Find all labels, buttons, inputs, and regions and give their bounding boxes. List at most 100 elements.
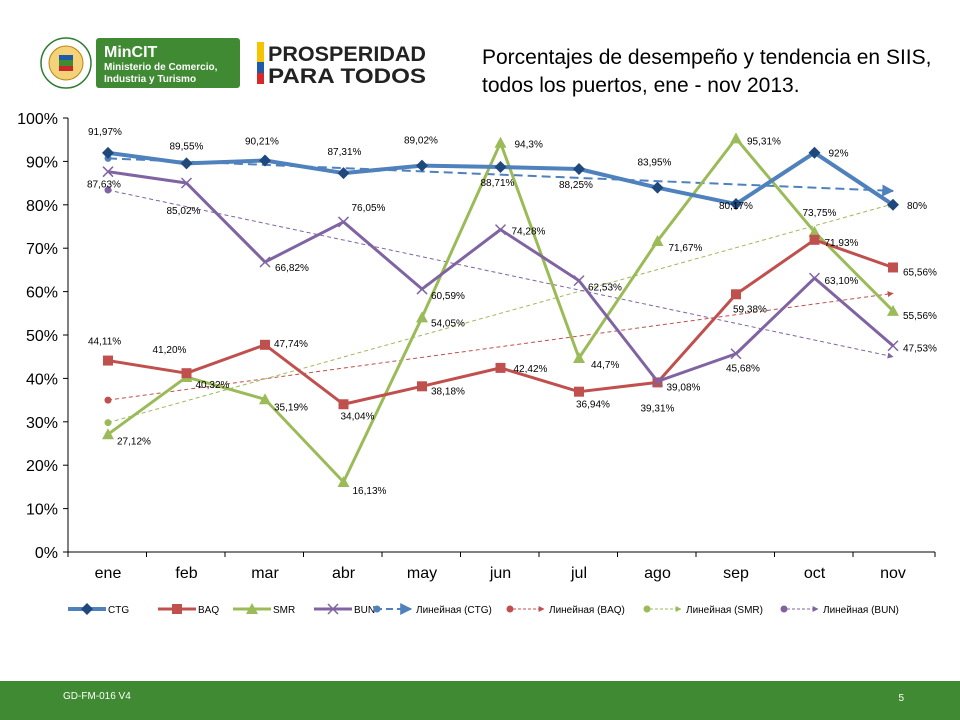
data-point-baq — [574, 386, 584, 397]
data-point-smr — [887, 304, 899, 316]
data-point-smr — [102, 428, 114, 440]
data-point-baq — [809, 234, 820, 245]
footer-bar: GD-FM-016 V4 5 — [0, 681, 960, 720]
performance-line-chart: 0% 10% 20% 30% 40% 50% 60% 70% 80% 90% 100% ene feb m… — [17, 111, 937, 616]
slide-title: Porcentajes de desempeño y tendencia en … — [482, 44, 942, 100]
legend-label-trend-baq: Линейная (BAQ) — [549, 605, 625, 616]
data-label-baq: 59,38% — [733, 304, 767, 315]
legend-marker-ctg — [81, 603, 93, 615]
data-label-smr: 95,31% — [747, 136, 781, 147]
x-tick-label: nov — [880, 565, 906, 582]
data-label-bun: 87,63% — [87, 180, 121, 191]
data-label-bun: 63,10% — [825, 276, 859, 287]
data-point-ctg — [887, 198, 899, 211]
data-label-baq: 47,74% — [274, 339, 308, 350]
x-tick-label: ago — [644, 565, 671, 582]
flag-yellow — [257, 42, 264, 62]
legend-marker-trend-bun — [780, 605, 788, 613]
x-tick-label: abr — [332, 565, 356, 582]
data-point-smr — [259, 393, 271, 405]
legend-label-trend-bun: Линейная (BUN) — [823, 605, 899, 616]
y-tick-label: 50% — [26, 328, 58, 345]
data-label-bun: 76,05% — [352, 203, 386, 214]
data-label-ctg: 89,55% — [170, 141, 204, 152]
y-tick-label: 0% — [35, 545, 58, 562]
data-point-ctg — [573, 162, 585, 175]
y-tick-label: 60% — [26, 285, 58, 302]
trendline-bun — [107, 189, 894, 359]
y-tick-label: 90% — [26, 154, 58, 171]
data-point-bun — [337, 216, 350, 228]
prosperidad-logo: PROSPERIDAD PARA TODOS — [257, 42, 426, 86]
ministry-subtitle-2: Industria y Turismo — [104, 74, 196, 85]
x-tick-label: ene — [95, 565, 122, 582]
y-tick-label: 100% — [17, 111, 58, 128]
slide-title-line-2: todos los puertos, ene - nov 2013. — [482, 74, 800, 97]
data-label-ctg: 90,21% — [245, 136, 279, 147]
data-point-ctg — [180, 157, 193, 170]
ministry-subtitle-1: Ministerio de Comercio, — [104, 62, 218, 73]
data-label-ctg: 87,31% — [328, 147, 362, 158]
data-label-smr: 73,75% — [803, 208, 837, 219]
data-label-smr: 55,56% — [903, 311, 937, 322]
data-point-smr — [494, 136, 507, 148]
data-label-ctg: 80% — [907, 201, 927, 212]
data-point-smr — [416, 311, 428, 323]
data-point-baq — [103, 355, 113, 366]
data-point-bun — [808, 272, 821, 284]
data-point-baq — [731, 289, 741, 300]
legend-label-baq: BAQ — [198, 605, 219, 616]
data-label-bun: 74,28% — [512, 227, 546, 238]
data-point-baq — [888, 262, 898, 273]
data-point-ctg — [102, 146, 114, 159]
document-code: GD-FM-016 V4 — [63, 691, 131, 702]
x-tick-label: feb — [175, 565, 197, 582]
slide-title-line-1: Porcentajes de desempeño y tendencia en … — [482, 46, 932, 69]
y-tick-label: 70% — [26, 241, 58, 258]
series-line-smr — [107, 136, 895, 484]
data-point-ctg — [416, 159, 428, 172]
y-tick-label: 20% — [26, 458, 58, 475]
data-label-smr: 35,19% — [274, 402, 308, 413]
data-point-ctg — [259, 154, 271, 167]
flag-red — [257, 73, 264, 84]
data-point-ctg — [730, 198, 742, 211]
x-tick-label: jul — [570, 565, 587, 582]
data-point-bun — [573, 275, 585, 287]
trendline-smr — [107, 202, 894, 424]
x-tick-label: sep — [723, 565, 749, 582]
x-tick-label: jun — [489, 565, 511, 582]
y-tick-label: 30% — [26, 415, 58, 432]
data-point-baq — [338, 399, 349, 410]
data-label-baq: 71,93% — [825, 238, 859, 249]
data-label-smr: 94,3% — [515, 140, 543, 151]
mincit-banner — [96, 38, 240, 88]
data-label-baq: 65,56% — [903, 267, 937, 278]
data-label-bun: 47,53% — [903, 344, 937, 355]
slogan-line-1: PROSPERIDAD — [268, 43, 426, 66]
data-label-baq: 36,94% — [576, 400, 610, 411]
trendline-ctg — [107, 157, 895, 197]
series-line-bun — [107, 170, 894, 383]
mincit-logo: MinCIT Ministerio de Comercio, Industria… — [40, 37, 240, 89]
data-point-bun — [180, 177, 193, 189]
data-point-smr — [808, 225, 821, 237]
trendline-start-dot-baq — [104, 396, 112, 404]
data-label-baq: 41,20% — [153, 345, 187, 356]
flag-blue — [257, 62, 264, 73]
data-label-smr: 27,12% — [117, 436, 151, 447]
data-point-bun — [651, 375, 664, 387]
data-label-bun: 39,31% — [641, 403, 675, 414]
data-label-bun: 66,82% — [275, 263, 309, 274]
data-point-ctg — [808, 146, 821, 159]
trendline-baq — [107, 291, 894, 401]
data-point-ctg — [337, 167, 350, 180]
legend-marker-trend-smr — [643, 605, 651, 613]
data-label-baq: 39,08% — [667, 382, 701, 393]
legend-marker-bun — [327, 603, 339, 615]
y-tick-label: 10% — [26, 502, 58, 519]
x-tick-label: mar — [251, 565, 279, 582]
data-label-ctg: 80,17% — [719, 201, 753, 212]
data-label-ctg: 92% — [829, 149, 849, 160]
data-label-smr: 44,7% — [591, 360, 619, 371]
